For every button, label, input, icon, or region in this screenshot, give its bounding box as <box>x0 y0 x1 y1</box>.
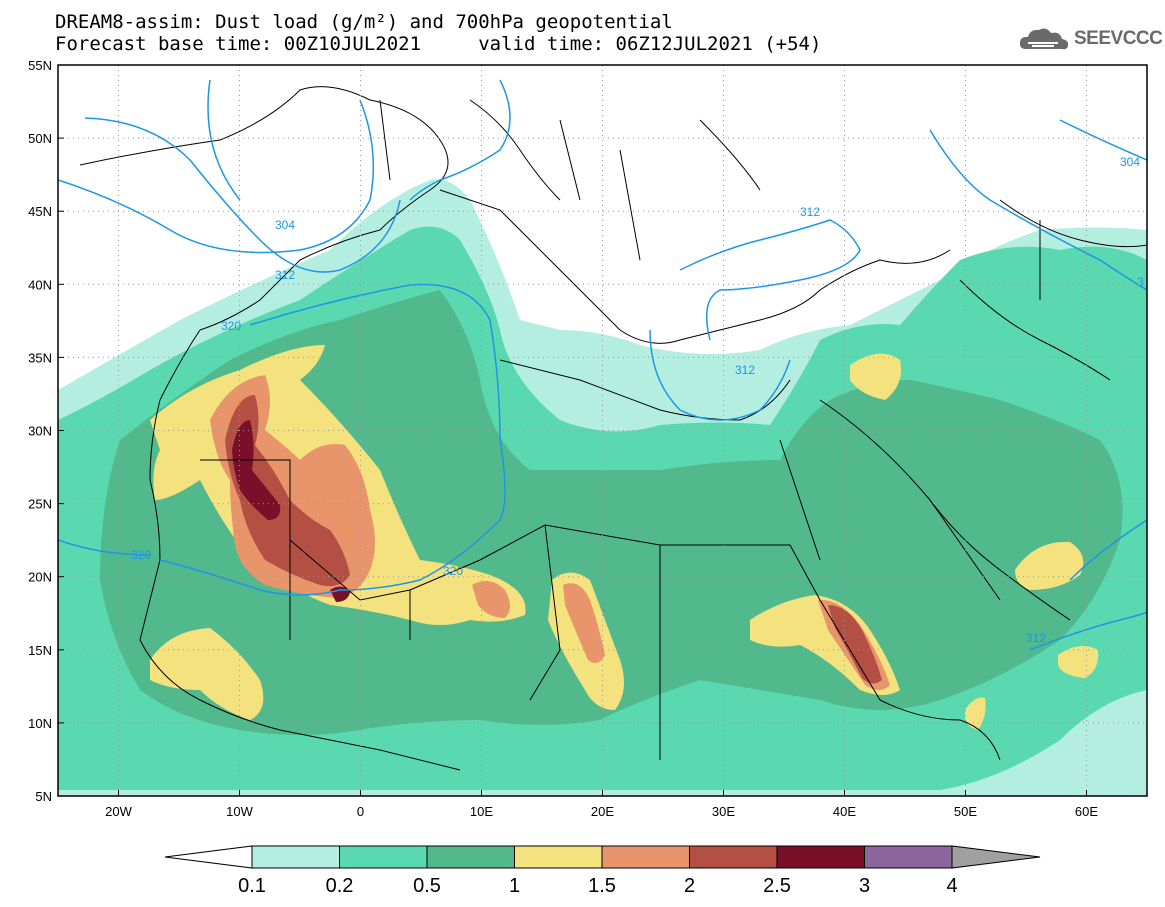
logo-text: SEEVCCC <box>1074 28 1163 49</box>
dust-level-1-west-africa <box>150 628 264 720</box>
contour-labels: 304 312 320 320 320 312 312 304 312 3 <box>131 155 1144 645</box>
dust-field <box>58 65 1147 796</box>
borders <box>79 86 1147 771</box>
map-subtitle: Forecast base time: 00Z10JUL2021 valid t… <box>55 33 822 55</box>
dust-level-1-5-sudan <box>563 583 605 664</box>
colorbar-label: 1 <box>509 875 520 897</box>
colorbar-swatch <box>339 845 428 869</box>
colorbar-label: 4 <box>946 875 957 897</box>
contour-label: 312 <box>1026 631 1046 645</box>
lat-tick-label: 50N <box>28 131 52 146</box>
dust-level-2-red-sea <box>828 605 882 684</box>
lat-tick-label: 20N <box>28 570 52 585</box>
lon-tick-label: 20W <box>105 804 132 819</box>
colorbar-swatch <box>426 845 515 869</box>
map-title: DREAM8-assim: Dust load (g/m²) and 700hP… <box>55 11 673 33</box>
colorbar-swatch <box>776 845 865 869</box>
dust-level-1-arabian-sea <box>1058 646 1099 678</box>
lat-tick-label: 40N <box>28 277 52 292</box>
lon-tick-label: 40E <box>833 804 856 819</box>
geopotential-contours <box>58 79 1147 651</box>
contour-label: 312 <box>275 268 295 282</box>
axes: 55N 50N 45N 40N 35N 30N 25N 20N 15N 10N 5N 20W 10W 0 1… <box>28 58 1098 819</box>
lat-tick-label: 25N <box>28 497 52 512</box>
colorbar: 0.1 0.2 0.5 1 1.5 2 2.5 3 4 <box>164 845 1041 897</box>
dust-level-1-somalia <box>965 697 986 730</box>
lat-tick-label: 10N <box>28 716 52 731</box>
contour-label: 320 <box>221 319 241 333</box>
lon-tick-label: 20E <box>591 804 614 819</box>
colorbar-swatch <box>689 845 778 869</box>
contour-label: 320 <box>443 564 463 578</box>
lat-tick-label: 15N <box>28 643 52 658</box>
dust-level-2-sahara <box>225 395 350 587</box>
cloud-icon <box>1019 28 1069 50</box>
colorbar-label: 0.5 <box>413 875 441 897</box>
lon-tick-label: 50E <box>954 804 977 819</box>
colorbar-low-triangle <box>164 845 253 869</box>
contour-label: 320 <box>131 548 151 562</box>
dust-level-2-5-sahara <box>232 420 281 520</box>
lon-tick-label: 0 <box>357 804 364 819</box>
colorbar-label: 1.5 <box>588 875 616 897</box>
lat-tick-label: 55N <box>28 58 52 73</box>
colorbar-label: 3 <box>859 875 870 897</box>
dust-level-0-5 <box>100 290 1123 735</box>
lat-tick-label: 5N <box>35 789 52 804</box>
colorbar-high-triangle <box>951 845 1041 869</box>
dust-level-1-oman <box>1015 541 1084 590</box>
colorbar-swatch <box>864 845 953 869</box>
contour-label: 312 <box>735 363 755 377</box>
lat-tick-label: 35N <box>28 350 52 365</box>
colorbar-label: 2 <box>684 875 695 897</box>
colorbar-label: 2.5 <box>763 875 791 897</box>
lon-tick-label: 60E <box>1075 804 1098 819</box>
colorbar-label: 0.1 <box>238 875 266 897</box>
colorbar-swatch <box>601 845 690 869</box>
contour-label: 304 <box>1120 155 1140 169</box>
contour-label: 304 <box>275 218 295 232</box>
colorbar-label: 0.2 <box>326 875 354 897</box>
dust-level-1-iraq <box>850 353 901 400</box>
lon-tick-label: 10W <box>226 804 253 819</box>
lat-tick-label: 45N <box>28 204 52 219</box>
contour-label: 3 <box>1137 275 1144 289</box>
colorbar-swatch <box>251 845 340 869</box>
colorbar-swatch <box>514 845 603 869</box>
gridlines <box>58 65 1147 796</box>
lat-tick-label: 30N <box>28 424 52 439</box>
contour-label: 312 <box>800 205 820 219</box>
lon-tick-label: 10E <box>470 804 493 819</box>
seevccc-logo: SEEVCCC <box>1018 25 1163 53</box>
lon-tick-label: 30E <box>712 804 735 819</box>
